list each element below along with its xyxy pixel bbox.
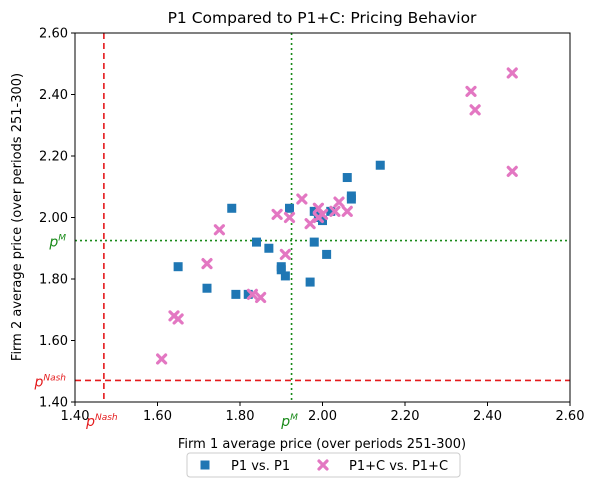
legend-marker [200,460,210,470]
x-tick-label: 2.60 [556,409,585,424]
data-point [156,353,168,365]
legend: P1 vs. P1 P1+C vs. P1+C [186,452,461,478]
legend-label: P1+C vs. P1+C [349,459,448,474]
x-tick-label: 1.40 [61,409,90,424]
data-point [231,289,241,299]
reference-label-y: pNash [33,373,66,390]
y-tick-label: 1.60 [39,334,68,349]
reference-lines [75,33,570,402]
data-point [172,313,184,325]
data-point [201,258,213,270]
reference-label-y: pM [48,234,66,251]
legend-marker [317,459,329,471]
x-tick-label: 2.00 [308,409,337,424]
data-point [252,237,261,247]
data-point [276,265,286,275]
data-point [271,208,283,221]
data-point [173,262,183,272]
data-point [316,208,329,221]
y-tick-label: 2.60 [39,27,68,42]
data-point [202,283,212,293]
data-points [156,67,518,365]
x-axis-ticks: 1.40 1.60 1.80 2.00 2.20 2.40 2.60 [61,402,585,424]
x-tick-label: 1.80 [226,409,255,424]
data-point [346,194,356,204]
data-point [309,237,319,247]
data-point [329,205,341,217]
y-tick-label: 1.40 [39,396,68,411]
series-2 [156,67,518,365]
data-point [304,218,316,230]
data-point [333,196,345,208]
x-tick-label: 1.60 [143,409,172,424]
data-point [322,249,332,259]
data-point [279,248,291,260]
data-point [246,288,258,300]
data-point [342,173,352,183]
data-point [283,211,296,224]
data-point [285,203,294,213]
data-point [326,206,336,216]
x-axis-label: Firm 1 average price (over periods 251-3… [178,437,466,452]
data-point [465,85,477,98]
data-point [506,165,518,177]
y-tick-label: 2.20 [39,150,68,165]
data-point [305,277,315,287]
reference-label-x: pNash [85,413,118,430]
reference-label-x: pM [280,413,298,430]
data-point [341,205,353,217]
data-point [255,291,267,304]
data-point [469,104,481,116]
y-axis-label: Firm 2 average price (over periods 251-3… [10,73,25,361]
data-point [264,243,274,253]
y-tick-label: 2.00 [39,211,68,226]
data-point [227,203,237,213]
legend-label: P1 vs. P1 [231,459,290,474]
data-point [506,67,518,79]
data-point [243,289,253,299]
chart-title: P1 Compared to P1+C: Pricing Behavior [168,9,477,27]
data-point [280,271,290,281]
data-point [375,160,385,170]
x-tick-label: 2.20 [391,409,420,424]
x-tick-label: 2.40 [473,409,502,424]
data-point [296,193,308,205]
y-tick-label: 2.40 [39,88,68,103]
data-point [213,224,225,236]
y-axis-ticks: 1.40 1.60 1.80 2.00 2.20 2.40 2.60 [39,27,75,411]
y-tick-label: 1.80 [39,273,68,288]
